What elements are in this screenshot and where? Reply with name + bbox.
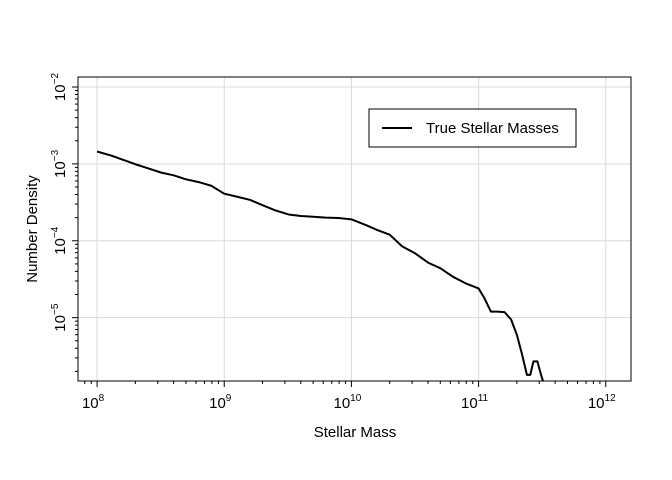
grid <box>78 77 631 381</box>
series-line-0 <box>96 150 545 381</box>
tick-marks <box>72 86 607 387</box>
legend: True Stellar Masses <box>368 108 577 148</box>
x-axis-title: Stellar Mass <box>314 424 397 441</box>
x-tick-label: 109 <box>209 393 232 412</box>
y-axis-title: Number Density <box>24 175 41 283</box>
x-tick-label: 1010 <box>333 393 361 412</box>
y-tick-label: 10−4 <box>50 226 69 255</box>
x-tick-label: 1012 <box>588 393 616 412</box>
plot-frame <box>77 76 632 382</box>
x-tick-label: 108 <box>82 393 105 412</box>
legend-label: True Stellar Masses <box>426 120 559 137</box>
tick-labels: 108 109 1010 1011 1012 10−5 10−4 10−3 10−2 <box>50 73 616 412</box>
y-tick-label: 10−2 <box>50 73 69 102</box>
x-tick-label: 1011 <box>461 393 489 412</box>
y-tick-label: 10−3 <box>50 149 69 178</box>
y-tick-label: 10−5 <box>50 303 69 332</box>
series-layer <box>96 150 545 381</box>
